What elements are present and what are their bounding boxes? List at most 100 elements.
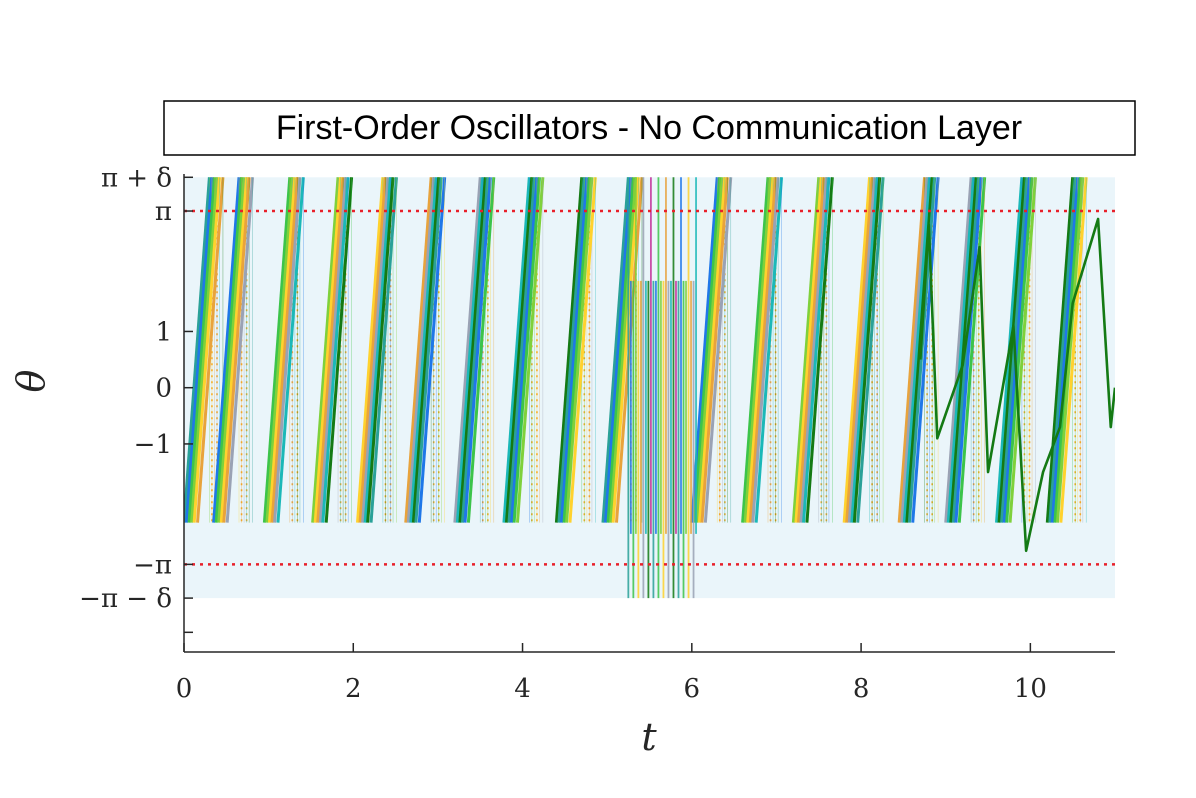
trajectory-ramp (219, 177, 249, 523)
trajectory-ramp (222, 177, 251, 523)
trajectory-ramp (196, 177, 225, 523)
y-tick-label: π + δ (101, 163, 172, 193)
reference-lines (184, 209, 1115, 566)
x-tick-label: 8 (853, 674, 870, 704)
y-axis-label: θ (9, 369, 53, 392)
trajectory-ramp (1045, 177, 1075, 523)
trajectory-ramp (369, 177, 398, 523)
trajectory-ramp (512, 177, 541, 523)
y-tick-label: −π − δ (79, 584, 172, 614)
trajectory-ramp (748, 177, 778, 523)
trajectory-ramp (507, 177, 536, 523)
trajectory-ramp (265, 177, 294, 523)
trajectory-ramp (455, 177, 485, 523)
trajectory-ramp (515, 177, 545, 523)
trajectory-ramp (692, 177, 722, 523)
trajectory-ramp (414, 177, 443, 523)
trajectory-ramp (911, 177, 940, 523)
x-tick-label: 6 (684, 674, 701, 704)
trajectory-ramp (361, 177, 390, 523)
trajectory-ramp (316, 177, 345, 523)
trajectory-ramp (957, 177, 987, 523)
trajectory-ramp (192, 177, 222, 523)
trajectory-ramp (603, 177, 633, 523)
trajectory-ramp (185, 177, 214, 523)
trajectory-ramp (695, 177, 724, 523)
trajectory-ramp (190, 177, 219, 523)
trajectory-ramp (262, 177, 292, 523)
trajectory-ramp (559, 177, 589, 523)
trajectory-ramp (270, 177, 299, 523)
trajectory-ramp (217, 177, 246, 523)
y-tick-label: π (155, 197, 172, 227)
trajectory-ramp (799, 177, 828, 523)
trajectory-ramp (852, 177, 882, 523)
trajectory-ramp (897, 177, 927, 523)
trajectory-ramp (502, 177, 531, 523)
trajectory-ramp (273, 177, 302, 523)
trajectory-ramp (802, 177, 831, 523)
y-ticks: π + δ π 1 0 −1 −π −π − δ (79, 163, 193, 634)
trajectory-ramp (611, 177, 640, 523)
trajectory-ramp (458, 177, 487, 523)
trajectory-ramp (845, 177, 874, 523)
trajectory-ramp (743, 177, 773, 523)
trajectory-ramp (225, 177, 255, 523)
trajectory-ramp (746, 177, 775, 523)
x-tick-label: 4 (514, 674, 531, 704)
trajectory-ramp (900, 177, 929, 523)
trajectory-ramp (562, 177, 591, 523)
trajectory-ramp (997, 177, 1026, 523)
axes (183, 174, 1115, 653)
y-tick-label: −1 (134, 430, 172, 460)
trajectory-ramp (850, 177, 879, 523)
y-tick-label: −π (133, 550, 172, 580)
trajectory-ramp (565, 177, 594, 523)
x-axis-label: t (641, 715, 657, 759)
trajectory-ramp (1050, 177, 1080, 523)
trajectory-ramp (404, 177, 433, 523)
trajectory-ramp (946, 177, 976, 523)
trajectory-ramp (700, 177, 729, 523)
trajectory-ramp (791, 177, 821, 523)
trajectory-ramp (417, 177, 447, 523)
trajectory-ramp (1002, 177, 1032, 523)
trajectory-ramp (796, 177, 826, 523)
trajectory-ramp (510, 177, 539, 523)
trajectory-layer (184, 177, 1115, 599)
trajectory-ramp (504, 177, 534, 523)
trajectory-ramp (363, 177, 393, 523)
title-frame (163, 100, 1136, 156)
trajectory-ramp (944, 177, 973, 523)
trajectory-ramp (741, 177, 770, 523)
trajectory-ramp (1048, 177, 1077, 523)
trajectory-ramp (954, 177, 983, 523)
trajectory-ramp (411, 177, 441, 523)
trajectory-ramp (214, 177, 244, 523)
trajectory-ramp (847, 177, 877, 523)
trajectory-ramp (568, 177, 597, 523)
trajectory-ramp (856, 177, 885, 523)
trajectory-ramp (324, 177, 354, 523)
trajectory-ramp (311, 177, 340, 523)
trajectory-ramp (187, 177, 216, 523)
trajectory-ramp (358, 177, 387, 523)
y-tick-label: 0 (155, 374, 172, 404)
trajectory-ramp (321, 177, 350, 523)
trajectory-ramp (1059, 177, 1088, 523)
trajectory-ramp (1055, 177, 1085, 523)
trajectory-ramp (805, 177, 834, 523)
chart-title-box: First-Order Oscillators - No Communicati… (163, 100, 1136, 156)
trajectory-ramp (601, 177, 630, 523)
trajectory-ramp (794, 177, 823, 523)
trajectory-ramp (184, 177, 211, 523)
green-oscillator-line (919, 217, 1115, 553)
x-tick-label: 2 (345, 674, 362, 704)
trajectory-ramp (267, 177, 297, 523)
trajectory-ramp (463, 177, 492, 523)
trajectory-ramp (697, 177, 727, 523)
trajectory-ramp (318, 177, 348, 523)
trajectory-ramp (842, 177, 872, 523)
